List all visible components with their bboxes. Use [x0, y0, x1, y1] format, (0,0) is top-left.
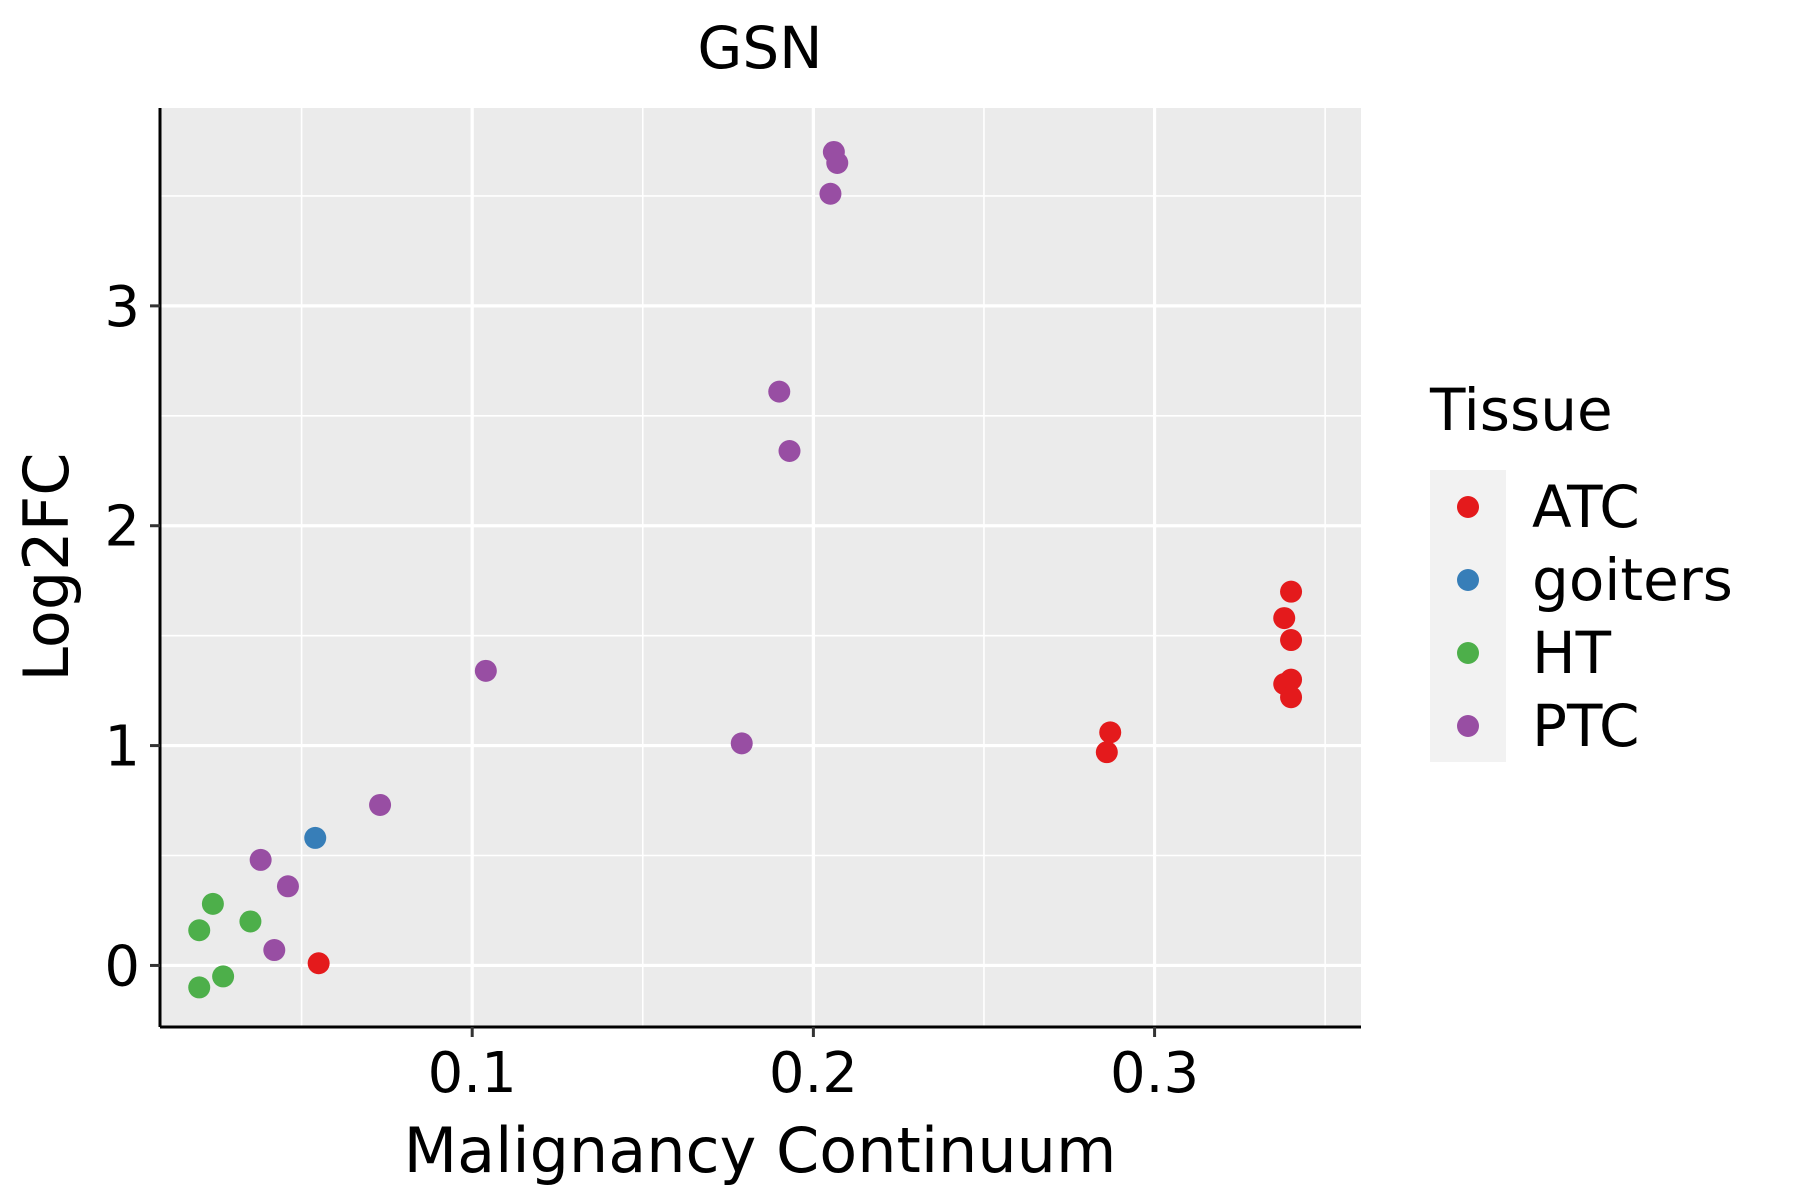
- point-ht: [239, 910, 262, 933]
- point-atc: [1280, 686, 1303, 709]
- point-ptc: [369, 793, 392, 816]
- point-goiters: [304, 826, 327, 849]
- legend-key-ptc: [1457, 715, 1479, 737]
- point-ptc: [819, 182, 842, 205]
- x-tick-label: 0.1: [428, 1041, 517, 1106]
- legend-label-goiters: goiters: [1532, 546, 1733, 614]
- plot-panel: [160, 108, 1361, 1027]
- legend-key-atc: [1457, 496, 1479, 518]
- point-atc: [1273, 607, 1296, 630]
- point-ptc: [249, 848, 272, 871]
- point-ptc: [474, 659, 497, 682]
- legend-label-ptc: PTC: [1532, 692, 1640, 760]
- point-ptc: [730, 732, 753, 755]
- y-tick-label: 1: [104, 715, 140, 780]
- point-ht: [188, 919, 211, 942]
- x-tick-label: 0.3: [1110, 1041, 1199, 1106]
- point-atc: [1280, 580, 1303, 603]
- point-ptc: [276, 875, 299, 898]
- legend-title: Tissue: [1429, 376, 1613, 444]
- y-axis-title: Log2FC: [10, 452, 83, 681]
- legend-key-ht: [1457, 642, 1479, 664]
- point-ptc: [826, 151, 849, 174]
- point-atc: [1280, 629, 1303, 652]
- point-ht: [212, 965, 235, 988]
- point-ptc: [768, 380, 791, 403]
- major-gridlines: [160, 108, 1361, 1027]
- data-points: [188, 140, 1303, 999]
- chart-title: GSN: [697, 14, 822, 82]
- point-atc: [1095, 741, 1118, 764]
- point-ptc: [778, 439, 801, 462]
- x-tick-label: 0.2: [769, 1041, 858, 1106]
- y-axis-ticks: 0 1 2 3: [104, 275, 160, 999]
- y-tick-label: 3: [104, 275, 140, 340]
- x-axis-ticks: 0.1 0.2 0.3: [428, 1027, 1199, 1106]
- y-tick-label: 0: [104, 934, 140, 999]
- point-atc: [307, 952, 330, 975]
- point-ht: [188, 976, 211, 999]
- point-atc: [1099, 721, 1122, 744]
- x-axis-title: Malignancy Continuum: [404, 1114, 1117, 1187]
- minor-gridlines: [160, 108, 1361, 1027]
- legend-label-atc: ATC: [1532, 473, 1640, 541]
- point-ht: [201, 892, 224, 915]
- legend-key-background: [1430, 470, 1506, 762]
- legend-label-ht: HT: [1532, 619, 1612, 687]
- y-tick-label: 2: [104, 495, 140, 560]
- point-ptc: [263, 939, 286, 962]
- legend-key-goiters: [1457, 569, 1479, 591]
